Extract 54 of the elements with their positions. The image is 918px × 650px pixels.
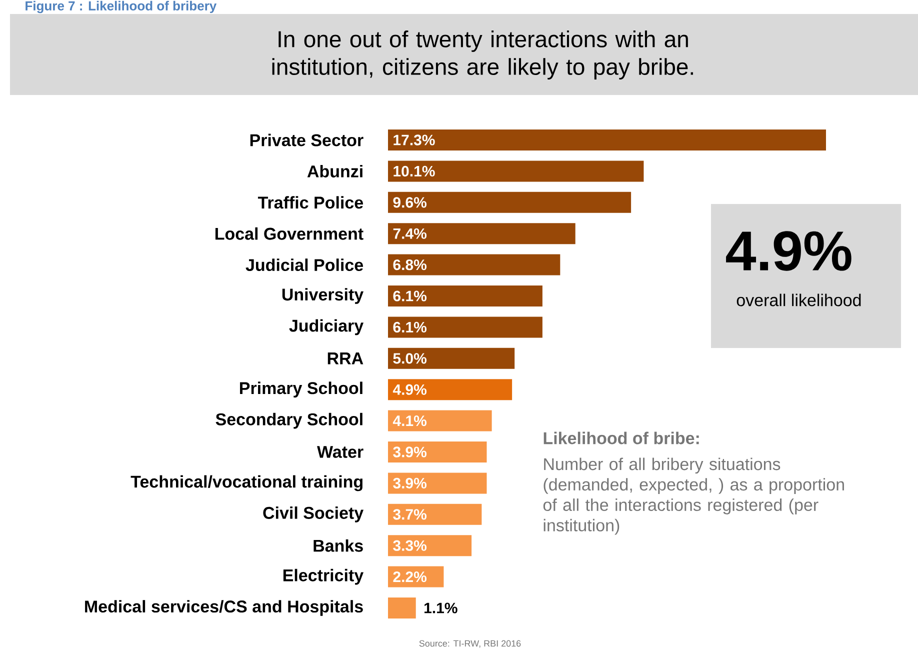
y-tick-label: Technical/vocational training: [130, 475, 362, 492]
data-label: 7.4%: [393, 228, 427, 239]
y-tick-label: Civil Society: [263, 506, 364, 522]
data-label: 4.1%: [392, 416, 427, 426]
annotation: Likelihood of bribe:: [544, 432, 699, 444]
y-tick-label: University: [282, 288, 364, 304]
annotation: 4.9%: [726, 231, 852, 271]
y-tick-label: Primary School: [240, 382, 362, 398]
bar: [388, 348, 515, 369]
data-label: 3.9%: [393, 478, 427, 489]
data-label: 3.9%: [393, 446, 427, 458]
y-tick-label: Private Sector: [250, 134, 364, 146]
bar: [388, 286, 542, 306]
bar: [388, 442, 487, 462]
data-label: 5.0%: [393, 353, 427, 364]
y-tick-label: Judicial Police: [246, 258, 364, 272]
bar: [388, 504, 482, 525]
bar: [388, 130, 826, 151]
bar: [388, 379, 512, 400]
annotation: overall likelihood: [736, 294, 861, 306]
data-label: 3.7%: [393, 509, 427, 520]
data-label: 17.3%: [394, 134, 435, 146]
y-tick-label: Banks: [314, 539, 363, 552]
source-note: Source: TI-RW, RBI 2016: [419, 640, 521, 648]
annotation: Number of all bribery situations (demanded, expected, ) as a proportion of all the interactions registered (per institution): [543, 458, 844, 535]
bar: [388, 535, 472, 556]
y-tick-label: RRA: [328, 352, 364, 364]
y-tick-label: Abunzi: [307, 164, 362, 178]
chart-subtitle: In one out of twenty interactions with an institution, citizens are likely to pay bribe.: [272, 30, 694, 80]
bar: [388, 316, 542, 338]
data-label: 6.1%: [393, 290, 427, 302]
data-label: 6.1%: [393, 322, 427, 333]
data-label: 9.6%: [393, 197, 427, 208]
data-label: 6.8%: [393, 259, 427, 270]
bar: [388, 254, 560, 276]
bar: [388, 160, 644, 182]
data-label: 4.9%: [392, 384, 427, 395]
y-tick-label: Medical services/CS and Hospitals: [85, 600, 363, 616]
bar: [388, 223, 576, 244]
y-tick-label: Secondary School: [216, 412, 362, 429]
y-tick-label: Judiciary: [289, 319, 364, 336]
y-tick-label: Local Government: [215, 227, 364, 240]
data-label: 10.1%: [394, 166, 435, 177]
y-tick-label: Water: [317, 446, 364, 458]
data-label: 3.3%: [393, 540, 427, 551]
y-tick-label: Traffic Police: [258, 196, 364, 209]
bar: [388, 192, 632, 213]
bar: [388, 472, 487, 494]
y-tick-label: Electricity: [283, 568, 364, 585]
bar: [388, 410, 492, 432]
data-label: 1.1%: [424, 602, 458, 614]
bar: [388, 598, 416, 618]
text: Figure 7 : Likelihood of bribery: [26, 0, 217, 14]
data-label: 2.2%: [393, 572, 427, 582]
